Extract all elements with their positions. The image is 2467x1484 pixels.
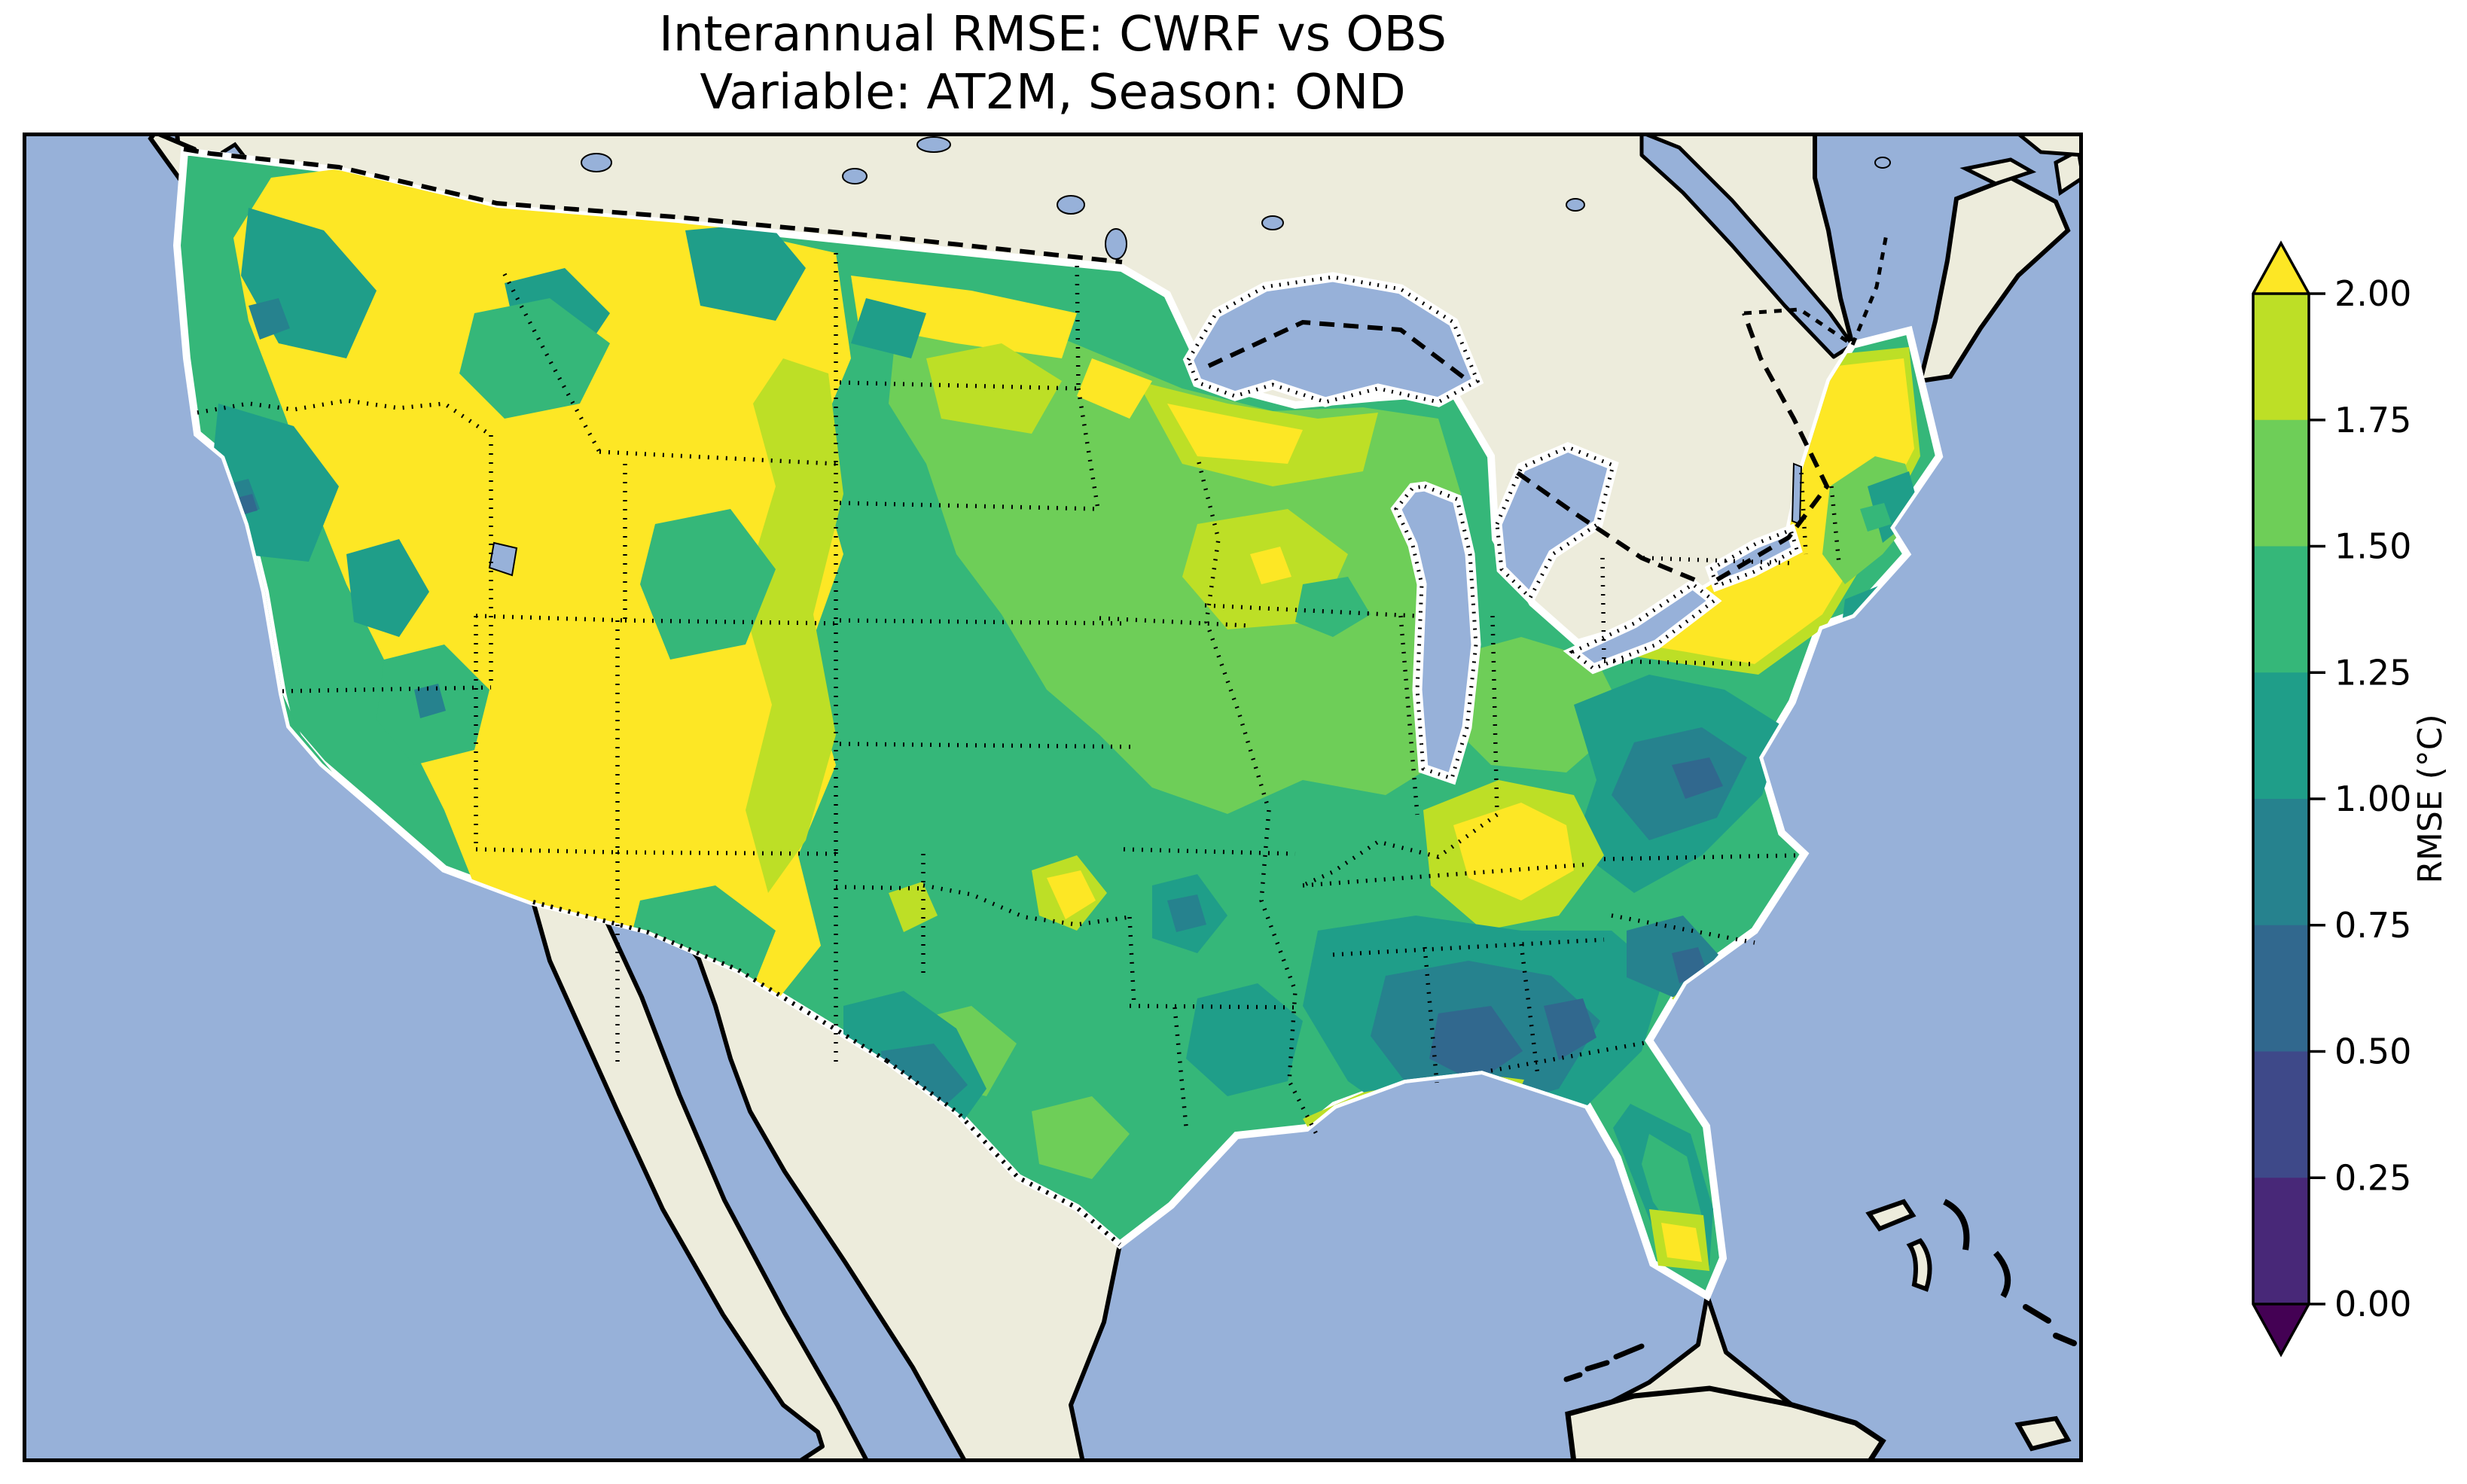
bahamas: [1865, 1199, 2077, 1346]
small-lakes: [488, 136, 1891, 577]
colorbar-band-4: [2253, 799, 2309, 925]
great-salt-lake: [488, 541, 518, 577]
colorbar-band-8: [2253, 294, 2309, 420]
florida-keys: [1563, 1343, 1645, 1382]
colorbar-band-6: [2253, 546, 2309, 673]
cb-tick-1.00: 1.00: [2334, 779, 2411, 819]
colorbar-band-2: [2253, 1051, 2309, 1178]
contour-bands: [211, 155, 1920, 1271]
cuba: [1565, 1385, 1886, 1462]
cb-tick-1.75: 1.75: [2334, 400, 2411, 440]
lake-champlain: [1791, 462, 1803, 526]
plot-title: Interannual RMSE: CWRF vs OBS Variable: …: [23, 6, 2083, 122]
colorbar-band-5: [2253, 672, 2309, 800]
international-borders: [183, 147, 1889, 1247]
isla-juventud: [2014, 1415, 2072, 1452]
colorbar-band-7: [2253, 419, 2309, 547]
cb-tick-1.25: 1.25: [2334, 652, 2411, 693]
colorbar-ticks: [2309, 292, 2325, 1306]
colorbar-band-3: [2253, 925, 2309, 1052]
prince-edward-island: [1959, 157, 2037, 186]
colorbar-tick-labels: 2.00 1.75 1.50 1.25 1.00 0.75 0.50 0.25 …: [2334, 273, 2411, 1324]
newfoundland-corner: [2014, 133, 2083, 157]
lake-ontario: [1705, 523, 1803, 593]
nova-scotia: [1917, 175, 2071, 384]
axes-frame: [23, 133, 2083, 1462]
cb-tick-2.00: 2.00: [2334, 273, 2411, 314]
lake-huron: [1492, 441, 1619, 606]
cb-tick-0.50: 0.50: [2334, 1031, 2411, 1072]
colorbar-over-arrow: [2253, 243, 2309, 294]
plot-title-line2: Variable: AT2M, Season: OND: [700, 65, 1406, 120]
lake-erie: [1563, 577, 1722, 675]
colorbar-under-arrow: [2253, 1304, 2309, 1354]
state-borders: [197, 253, 1841, 1135]
great-lakes: [1182, 272, 1803, 785]
us-canada-border: [183, 147, 1123, 264]
colorbar-band-1: [2253, 1178, 2309, 1304]
map-axes: [23, 133, 2083, 1462]
caribbean-islands: [1563, 1199, 2077, 1462]
colorbar-axis-label: RMSE (°C): [2411, 714, 2450, 883]
cb-tick-0.00: 0.00: [2334, 1284, 2411, 1324]
cb-tick-0.25: 0.25: [2334, 1157, 2411, 1198]
cb-tick-1.50: 1.50: [2334, 526, 2411, 567]
contour-field: [172, 147, 1944, 1302]
plot-title-line1: Interannual RMSE: CWRF vs OBS: [658, 7, 1447, 62]
st-lawrence-river: [1639, 133, 1855, 359]
colorbar: 2.00 1.75 1.50 1.25 1.00 0.75 0.50 0.25 …: [2252, 240, 2450, 1358]
cb-tick-0.75: 0.75: [2334, 905, 2411, 946]
